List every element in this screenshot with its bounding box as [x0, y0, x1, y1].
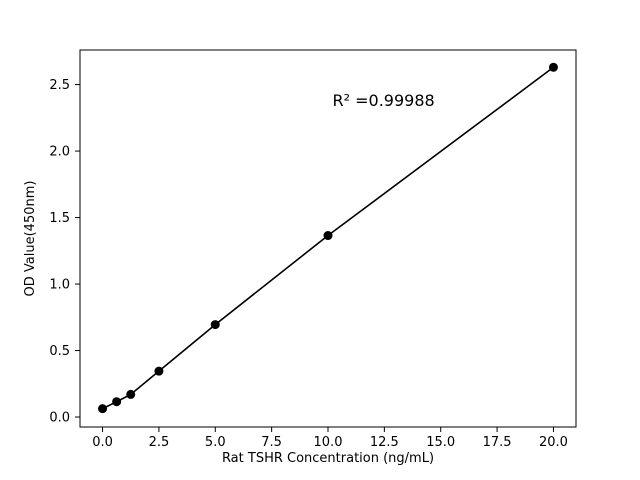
- y-tick-label: 1.5: [49, 211, 70, 226]
- data-point: [210, 320, 220, 330]
- x-tick-label: 5.0: [205, 435, 226, 450]
- data-point: [112, 397, 122, 407]
- x-tick-label: 7.5: [261, 435, 282, 450]
- x-tick-label: 15.0: [426, 435, 455, 450]
- y-axis-label: OD Value(450nm): [23, 181, 38, 297]
- data-point: [548, 62, 558, 72]
- data-point: [154, 366, 164, 376]
- y-tick-label: 1.0: [49, 278, 70, 293]
- x-tick-label: 12.5: [370, 435, 399, 450]
- data-point: [323, 231, 333, 241]
- x-axis-label: Rat TSHR Concentration (ng/mL): [222, 451, 434, 466]
- r-squared-annotation: R² =0.99988: [333, 91, 435, 110]
- y-tick-label: 0.0: [49, 411, 70, 426]
- data-point: [98, 404, 108, 414]
- x-tick-label: 20.0: [539, 435, 568, 450]
- y-tick-label: 2.5: [49, 78, 70, 93]
- x-tick-label: 0.0: [92, 435, 113, 450]
- x-tick-label: 17.5: [483, 435, 512, 450]
- y-tick-label: 2.0: [49, 145, 70, 160]
- y-tick-label: 0.5: [49, 344, 70, 359]
- x-tick-label: 2.5: [149, 435, 170, 450]
- data-point: [126, 389, 136, 399]
- x-tick-label: 10.0: [314, 435, 343, 450]
